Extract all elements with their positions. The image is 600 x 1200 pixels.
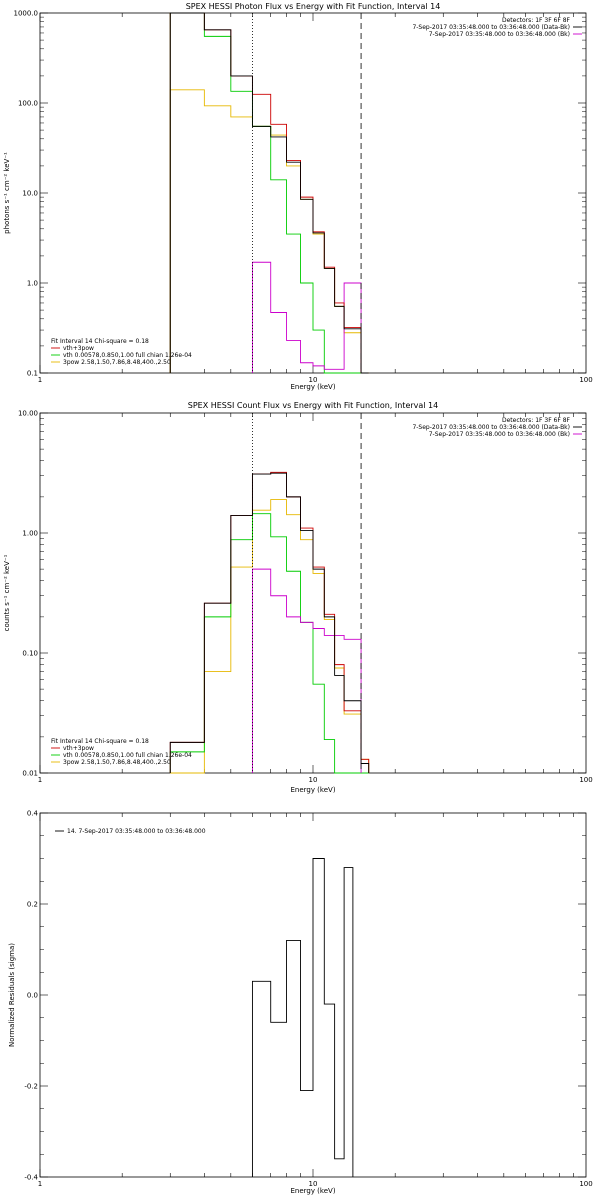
series-vth-line [169, 12, 369, 374]
y-tick-label: 0.01 [22, 770, 38, 778]
series-3pow-line [169, 89, 369, 374]
y-tick-label: 100.0 [18, 100, 38, 108]
info-text: 7-Sep-2017 03:35:48.000 to 03:36:48.000 … [412, 24, 570, 31]
x-tick-label: 1 [38, 1180, 42, 1188]
y-tick-label: 0.4 [27, 810, 39, 818]
fit-info-text: Fit Interval 14 Chi-square = 0.18 [51, 738, 149, 745]
x-axis-label: Energy (keV) [290, 786, 335, 794]
x-axis-label: Energy (keV) [290, 383, 335, 391]
x-tick-label: 1 [38, 776, 42, 784]
x-tick-label: 100 [579, 376, 592, 384]
x-tick-label: 10 [309, 376, 318, 384]
info-text: Detectors: 1F 3F 6F 8F [502, 17, 571, 24]
series-3pow-line [170, 499, 370, 774]
y-tick-label: 0.1 [27, 370, 38, 378]
series-total-line [169, 12, 369, 374]
series-vth-3pow-line [169, 12, 369, 374]
series-vth-3pow-line [169, 471, 370, 773]
y-axis-label: Normalized Residuals (sigma) [8, 943, 16, 1047]
y-tick-label: 1.0 [27, 280, 38, 288]
y-tick-label: 10.00 [18, 410, 38, 418]
legend-entry: vth 0.00578,0.850,1.00 full chian 1.26e-… [63, 752, 192, 759]
series-total-line [251, 858, 354, 1177]
photon-flux-panel: SPEX HESSI Photon Flux vs Energy with Fi… [3, 2, 593, 391]
x-axis-label: Energy (keV) [290, 1187, 335, 1195]
legend-entry: 3pow 2.58,1.50,7.86,8.48,400.,2.50 [63, 759, 171, 766]
y-axis-label: photons s⁻¹ cm⁻² keV⁻¹ [3, 152, 11, 234]
x-tick-label: 10 [309, 1180, 318, 1188]
info-text: 7-Sep-2017 03:35:48.000 to 03:36:48.000 … [412, 424, 570, 431]
legend-entry: vth 0.00578,0.850,1.00 full chian 1.26e-… [63, 352, 192, 359]
chart-title: SPEX HESSI Count Flux vs Energy with Fit… [188, 401, 439, 410]
info-text: 7-Sep-2017 03:35:48.000 to 03:36:48.000 … [429, 431, 570, 438]
x-tick-label: 100 [579, 1180, 592, 1188]
y-tick-label: 0.2 [27, 901, 38, 909]
legend-entry: 14. 7-Sep-2017 03:35:48.000 to 03:36:48.… [67, 828, 206, 835]
info-text: 7-Sep-2017 03:35:48.000 to 03:36:48.000 … [429, 31, 570, 38]
y-tick-label: -0.2 [24, 1083, 38, 1091]
y-tick-label: 1.00 [22, 530, 38, 538]
plot-frame [39, 412, 587, 774]
legend-entry: vth+3pow [63, 745, 94, 752]
legend-entry: vth+3pow [63, 345, 94, 352]
x-tick-label: 100 [579, 776, 592, 784]
series-vth-line [169, 513, 369, 774]
series-bk-line [251, 261, 362, 373]
y-tick-label: -0.4 [24, 1174, 38, 1182]
series-bk-line [251, 568, 362, 773]
fit-info-text: Fit Interval 14 Chi-square = 0.18 [51, 338, 149, 345]
y-tick-label: 0.10 [22, 650, 38, 658]
legend-entry: 3pow 2.58,1.50,7.86,8.48,400.,2.50 [63, 359, 171, 366]
x-tick-label: 10 [309, 776, 318, 784]
y-tick-label: 1000.0 [14, 10, 39, 18]
residuals-panel: Energy (keV) Normalized Residuals (sigma… [8, 810, 593, 1196]
y-tick-label: 0.0 [27, 992, 38, 1000]
x-tick-label: 1 [38, 376, 42, 384]
y-tick-label: 10.0 [22, 190, 38, 198]
chart-title: SPEX HESSI Photon Flux vs Energy with Fi… [186, 2, 441, 11]
info-text: Detectors: 1F 3F 6F 8F [502, 417, 571, 424]
count-flux-panel: SPEX HESSI Count Flux vs Energy with Fit… [3, 401, 593, 794]
y-axis-label: counts s⁻¹ cm⁻² keV⁻¹ [3, 554, 11, 631]
series-total-line [169, 472, 370, 773]
